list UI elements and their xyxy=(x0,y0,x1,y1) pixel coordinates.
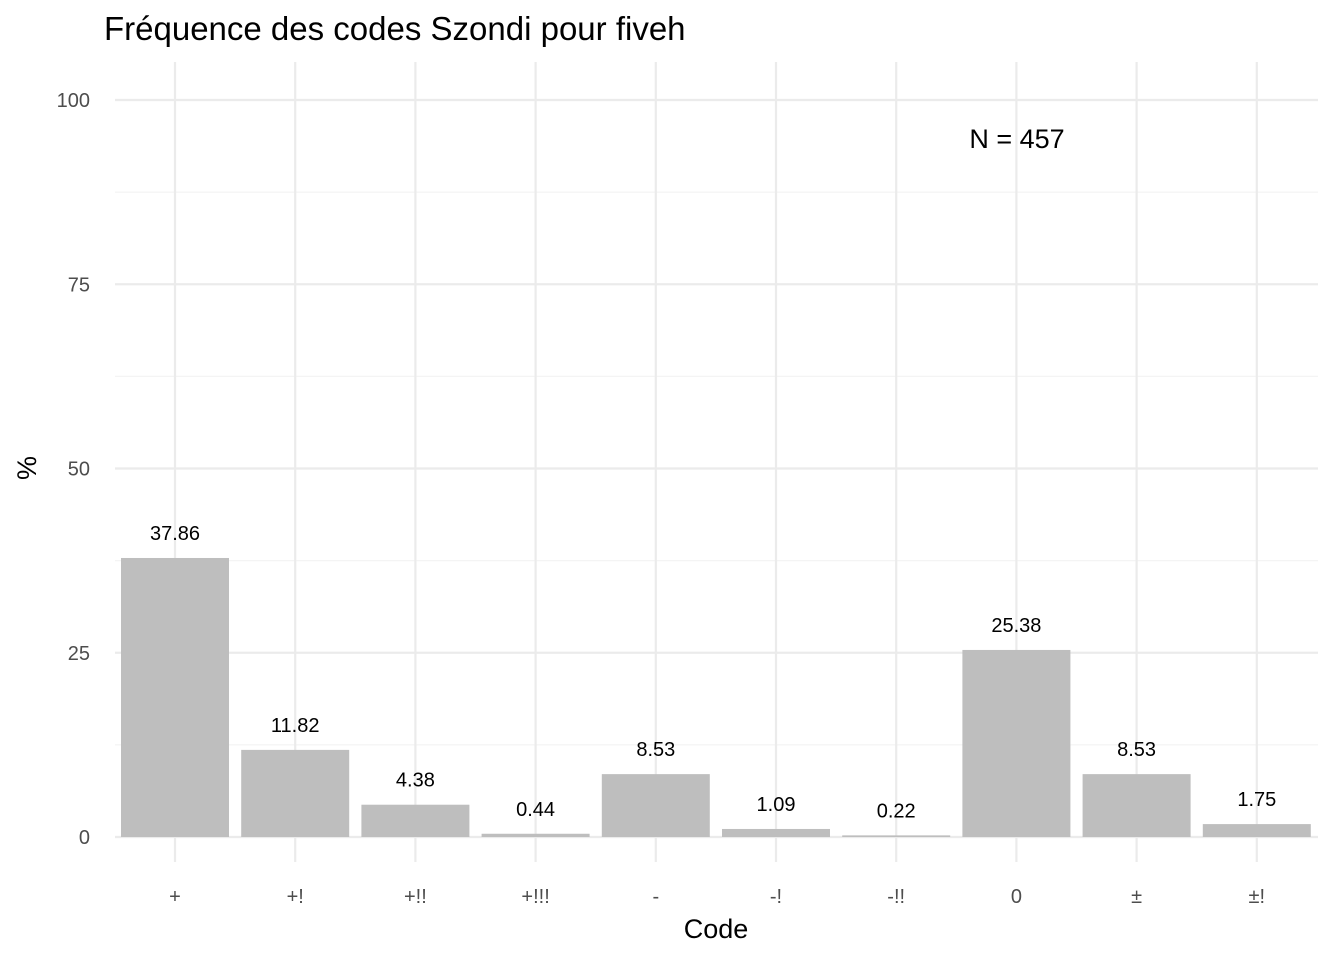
x-tick-label: 0 xyxy=(1011,886,1022,908)
sample-size-annotation: N = 457 xyxy=(969,124,1064,154)
x-tick-label: ± xyxy=(1131,886,1142,908)
x-tick-label: +!! xyxy=(404,886,427,908)
x-tick-label: +!!! xyxy=(521,886,549,908)
bar xyxy=(121,557,229,837)
bar xyxy=(241,749,350,837)
x-tick-label: + xyxy=(169,886,181,908)
bar-value-labels: 37.86 11.82 4.38 0.44 8.53 1.09 0.22 25.38 8.53 1… xyxy=(150,523,1276,822)
y-tick-label: 50 xyxy=(68,459,90,481)
bar xyxy=(601,774,710,837)
bar-value-label: 8.53 xyxy=(636,739,675,761)
x-tick-label: ±! xyxy=(1249,886,1266,908)
bar-value-label: 37.86 xyxy=(150,523,200,545)
x-tick-label: - xyxy=(652,886,659,908)
y-axis-title: % xyxy=(12,456,42,480)
x-axis-ticks: + +! +!! +!!! - -! -!! 0 ± ±! xyxy=(169,886,1265,908)
x-tick-label: +! xyxy=(287,886,304,908)
y-tick-label: 100 xyxy=(57,90,90,112)
x-axis-title: Code xyxy=(684,914,749,944)
y-axis-ticks: 0 25 50 75 100 xyxy=(57,90,90,849)
bar-value-label: 8.53 xyxy=(1117,739,1156,761)
x-tick-label: -!! xyxy=(887,886,905,908)
bar-value-label: 0.44 xyxy=(516,799,555,821)
bar-value-label: 25.38 xyxy=(991,615,1041,637)
bar xyxy=(1082,774,1191,837)
bar xyxy=(962,649,1071,837)
bars xyxy=(121,557,1311,837)
bar xyxy=(361,804,470,837)
y-tick-label: 75 xyxy=(68,274,90,296)
bar xyxy=(481,833,590,837)
x-tick-label: -! xyxy=(770,886,782,908)
bar-value-label: 0.22 xyxy=(877,800,916,822)
bar xyxy=(1202,824,1311,837)
bar-value-label: 4.38 xyxy=(396,770,435,792)
bar xyxy=(722,828,830,837)
chart-title: Fréquence des codes Szondi pour fiveh xyxy=(104,10,686,47)
bar-value-label: 1.09 xyxy=(757,794,796,816)
bar-value-label: 11.82 xyxy=(271,715,320,737)
y-tick-label: 25 xyxy=(68,643,90,665)
grid-lines xyxy=(115,62,1318,862)
bar-value-label: 1.75 xyxy=(1237,789,1276,811)
bar xyxy=(842,835,951,837)
y-tick-label: 0 xyxy=(79,827,90,849)
